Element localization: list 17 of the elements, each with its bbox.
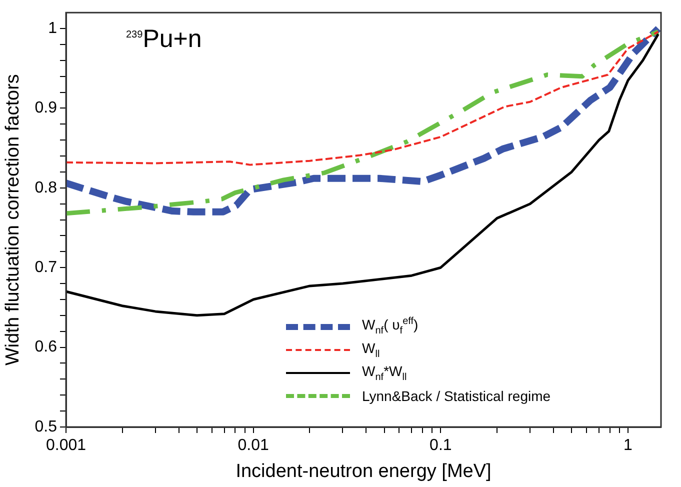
x-tick-label: 0.001 (46, 437, 86, 454)
legend-label: W$_{nf}$( υ$_{f}$$^{eff}$) (362, 316, 418, 337)
y-tick-label: 0.7 (34, 259, 58, 276)
y-tick-label: 0.8 (34, 179, 58, 196)
y-tick-label: 0.5 (34, 418, 58, 436)
legend-label: W$_{nf}$*W$_{ll}$ (362, 362, 407, 382)
x-tick-label: 0.1 (430, 437, 452, 454)
y-axis-title: Width fluctuation correction factors (2, 74, 24, 366)
legend-label: Lynn&Back / Statistical regime (362, 388, 551, 404)
y-tick-label: 0.9 (34, 100, 58, 117)
x-axis-title: Incident-neutron energy [MeV] (236, 460, 492, 482)
x-tick-label: 1 (624, 437, 633, 454)
y-tick-label: 0.6 (34, 338, 58, 356)
y-tick-label: 1 (48, 20, 58, 37)
text: $^{239}$Pu+n (126, 24, 202, 54)
legend-label: W$_{ll}$ (362, 340, 380, 360)
x-tick-label: 0.01 (238, 437, 270, 454)
